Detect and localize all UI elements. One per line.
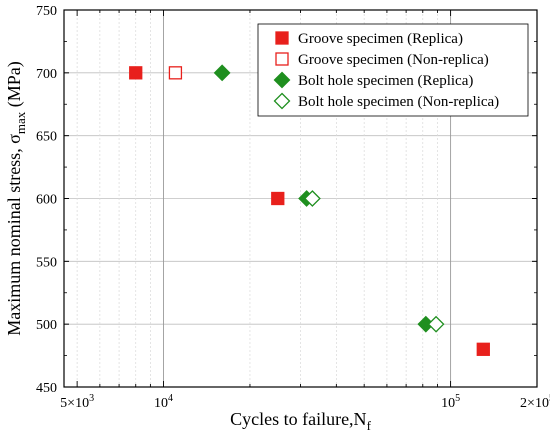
y-axis: 450 500 550 600 650 700 750 <box>36 4 537 396</box>
y-tick-label: 700 <box>36 67 57 82</box>
legend-box <box>257 23 529 117</box>
legend: Groove specimen (Replica) Groove specimen… <box>257 23 529 117</box>
x-axis: 5×103 104 105 2×105 <box>60 393 550 411</box>
legend-marker <box>273 92 291 110</box>
data-point-series-2 <box>168 66 183 80</box>
legend-marker <box>275 31 289 45</box>
data-point-series-4 <box>427 315 445 333</box>
legend-marker <box>275 52 289 66</box>
x-tick-label: 5×103 <box>60 393 94 411</box>
legend-label: Bolt hole specimen (Replica) <box>298 73 473 89</box>
y-tick-label: 650 <box>36 130 57 145</box>
y-tick-label: 500 <box>36 318 57 333</box>
data-point-series-3 <box>213 64 231 82</box>
x-axis-label: Cycles to failure,Nf <box>230 409 371 433</box>
data-point-series-1 <box>129 66 143 80</box>
data-point-series-1 <box>271 191 285 206</box>
x-tick-label: 105 <box>441 393 460 411</box>
x-tick-label: 2×105 <box>520 393 550 411</box>
data-points <box>129 64 490 356</box>
legend-label: Groove specimen (Non-replica) <box>298 52 489 68</box>
legend-label: Groove specimen (Replica) <box>298 31 463 47</box>
legend-label: Bolt hole specimen (Non-replica) <box>298 94 499 110</box>
plot-frame <box>63 9 538 388</box>
legend-marker <box>273 71 291 89</box>
y-tick-label: 550 <box>36 255 57 270</box>
y-tick-label: 600 <box>36 193 57 208</box>
x-tick-label: 104 <box>154 393 173 411</box>
y-tick-label: 450 <box>36 381 57 396</box>
y-tick-label: 750 <box>36 4 57 19</box>
data-point-series-1 <box>476 342 490 356</box>
y-axis-label: Maximum nominal stress, σmax (MPa) <box>4 61 28 336</box>
data-point-series-4 <box>303 190 321 207</box>
